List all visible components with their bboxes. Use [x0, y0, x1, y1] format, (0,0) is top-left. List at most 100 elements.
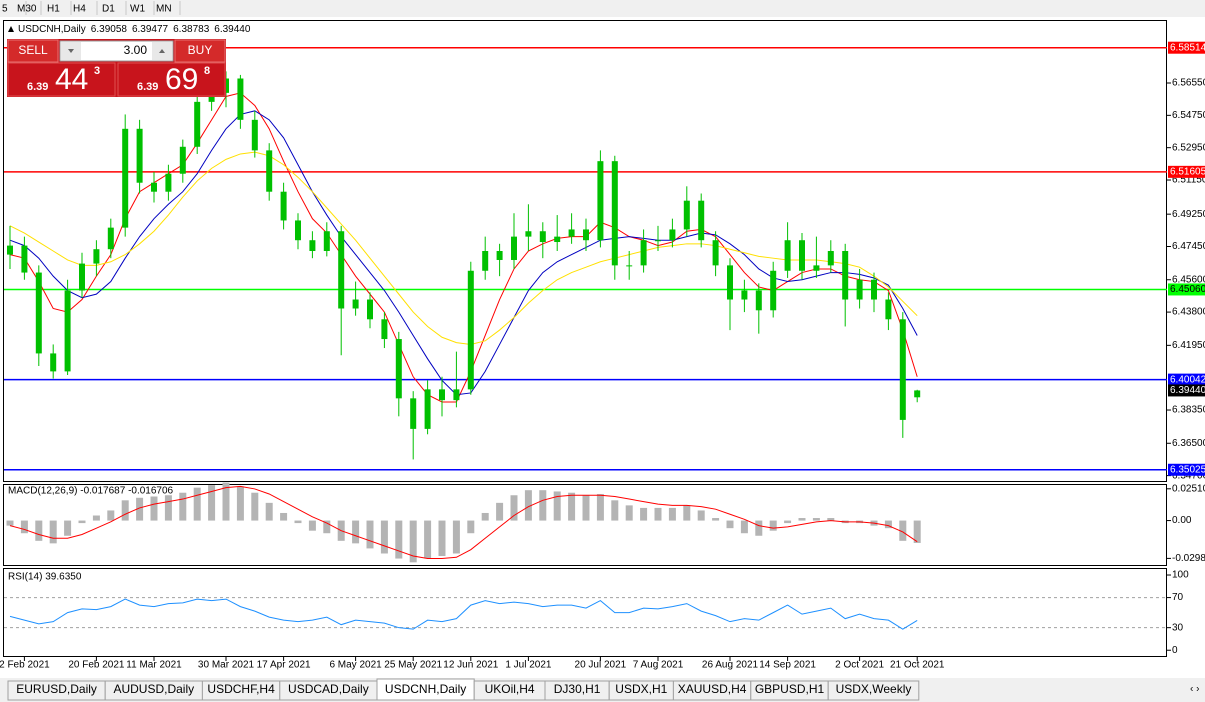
macd-bar	[726, 520, 734, 529]
macd-bar	[294, 520, 302, 524]
macd-bar	[668, 507, 676, 521]
candle-body	[496, 251, 503, 260]
timeframe-button[interactable]: 5	[2, 4, 8, 15]
tab-label[interactable]: EURUSD,Daily	[16, 682, 97, 696]
y-tick-label: 70	[1172, 592, 1184, 603]
buy-label[interactable]: BUY	[188, 43, 213, 57]
y-tick-label: 0.025100	[1172, 483, 1205, 494]
candle-body	[280, 191, 287, 221]
x-tick-label: 17 Apr 2021	[257, 660, 311, 671]
buy-price-big: 69	[165, 63, 198, 96]
tab-label[interactable]: USDX,H1	[615, 682, 667, 696]
macd-bar	[193, 487, 201, 521]
macd-frame	[3, 484, 1167, 566]
macd-bar	[164, 495, 172, 521]
y-tick-label: 6.41950	[1172, 340, 1205, 351]
main-frame	[3, 20, 1167, 482]
x-tick-label: 14 Sep 2021	[759, 660, 816, 671]
lot-value[interactable]: 3.00	[124, 43, 148, 57]
macd-bar	[78, 520, 86, 524]
candle-body	[381, 319, 388, 340]
candle-body	[525, 231, 532, 237]
macd-bar	[596, 493, 604, 521]
tab-label[interactable]: GBPUSD,H1	[755, 682, 825, 696]
candle-body	[611, 161, 618, 266]
level-price-label: 6.35025	[1170, 464, 1205, 475]
macd-bar	[697, 510, 705, 521]
candle-body	[799, 240, 805, 271]
collapse-icon[interactable]	[8, 26, 14, 32]
tab-scroll[interactable]: ‹ ›	[1190, 684, 1199, 695]
ohlc-value: 6.38783	[173, 24, 210, 35]
macd-bar	[899, 520, 907, 541]
macd-bar	[712, 518, 720, 521]
timeframe-button[interactable]: MN	[156, 4, 172, 15]
timeframe-button[interactable]: H4	[73, 4, 86, 15]
candle-body	[295, 220, 301, 241]
macd-bar	[222, 482, 230, 521]
tab-label[interactable]: USDCNH,Daily	[385, 682, 466, 696]
sell-button[interactable]	[7, 39, 59, 63]
candle-body	[640, 240, 647, 266]
y-tick-label: 6.56550	[1172, 78, 1205, 89]
moving-average	[9, 151, 918, 345]
macd-bar	[539, 490, 547, 521]
level-price-label: 6.51605	[1170, 166, 1205, 177]
y-tick-label: 6.52950	[1172, 142, 1205, 153]
macd-bar	[683, 505, 691, 521]
tab[interactable]	[827, 680, 920, 701]
tab-label[interactable]: XAUUSD,H4	[678, 682, 747, 696]
macd-bar	[524, 490, 532, 521]
timeframe-button[interactable]: W1	[130, 4, 145, 15]
x-tick-label: 26 Aug 2021	[702, 660, 759, 671]
macd-bar	[323, 520, 331, 534]
ohlc-value: 6.39440	[214, 24, 251, 35]
macd-bar	[812, 518, 820, 521]
lot-input[interactable]	[59, 40, 174, 62]
candle-body	[309, 240, 316, 251]
tab-label[interactable]: AUDUSD,Daily	[113, 682, 194, 696]
macd-signal	[9, 485, 918, 560]
candle-body	[194, 101, 201, 147]
candle-body	[93, 249, 100, 264]
candle-body	[626, 265, 633, 267]
candle-body	[323, 231, 330, 251]
candle-body	[453, 389, 460, 401]
tab-label[interactable]: USDCHF,H4	[207, 682, 275, 696]
tab-label[interactable]: DJ30,H1	[554, 682, 601, 696]
sell-price-small: 3	[94, 65, 100, 77]
x-tick-label: 2 Oct 2021	[835, 660, 884, 671]
x-tick-label: 25 May 2021	[384, 660, 442, 671]
candle-body	[251, 119, 258, 151]
tab-label[interactable]: USDX,Weekly	[836, 682, 912, 696]
timeframe-button[interactable]: D1	[102, 4, 115, 15]
x-tick-label: 20 Jul 2021	[575, 660, 627, 671]
sell-price-box[interactable]	[7, 62, 116, 97]
ohlc-value: 6.39477	[132, 24, 169, 35]
candle-body	[755, 290, 762, 311]
sell-label[interactable]: SELL	[18, 43, 48, 57]
y-tick-label: 6.54750	[1172, 110, 1205, 121]
y-tick-label: 6.51150	[1172, 175, 1205, 186]
candle-body	[871, 279, 877, 300]
candle-body	[856, 279, 863, 300]
candle-body	[770, 270, 777, 311]
candle-body	[338, 231, 345, 309]
tab-label[interactable]: UKOil,H4	[485, 682, 535, 696]
macd-bar	[49, 520, 57, 544]
candle-body	[367, 299, 373, 320]
tab-label[interactable]: USDCAD,Daily	[288, 682, 369, 696]
timeframe-button[interactable]: H1	[47, 4, 60, 15]
level-price-box	[1168, 373, 1205, 386]
buy-price-small: 8	[204, 65, 210, 77]
buy-button[interactable]	[174, 39, 226, 63]
y-tick-label: 30	[1172, 622, 1184, 633]
x-tick-label: 6 May 2021	[329, 660, 382, 671]
ohlc-value: 6.39058	[91, 24, 128, 35]
timeframe-button[interactable]: M30	[17, 4, 37, 15]
level-price-box	[1168, 463, 1205, 476]
x-tick-label: 21 Oct 2021	[890, 660, 945, 671]
buy-price-box[interactable]	[117, 62, 226, 97]
candle-body	[583, 229, 589, 241]
